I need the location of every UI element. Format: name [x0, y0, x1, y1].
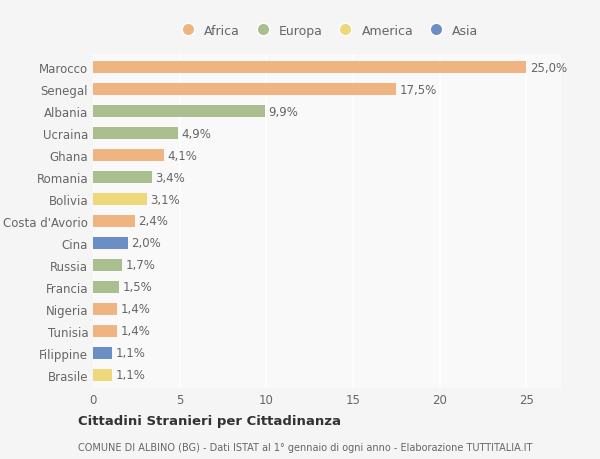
Text: 1,1%: 1,1%: [116, 347, 145, 359]
Text: 1,4%: 1,4%: [121, 302, 151, 315]
Bar: [93, 259, 122, 271]
Bar: [93, 369, 112, 381]
Text: 3,4%: 3,4%: [155, 171, 185, 184]
Text: Cittadini Stranieri per Cittadinanza: Cittadini Stranieri per Cittadinanza: [78, 414, 341, 428]
Bar: [93, 347, 112, 359]
Text: 2,4%: 2,4%: [138, 215, 168, 228]
Text: 3,1%: 3,1%: [150, 193, 180, 206]
Bar: [93, 150, 164, 162]
Text: 9,9%: 9,9%: [268, 106, 298, 118]
Bar: [93, 84, 397, 96]
Legend: Africa, Europa, America, Asia: Africa, Europa, America, Asia: [176, 25, 478, 38]
Bar: [93, 62, 526, 74]
Text: 4,1%: 4,1%: [167, 149, 197, 162]
Bar: [93, 172, 152, 184]
Text: 1,4%: 1,4%: [121, 325, 151, 337]
Bar: [93, 128, 178, 140]
Text: 4,9%: 4,9%: [181, 128, 211, 140]
Text: 1,1%: 1,1%: [116, 368, 145, 381]
Bar: [93, 215, 134, 228]
Bar: [93, 303, 117, 315]
Text: 25,0%: 25,0%: [530, 62, 567, 75]
Bar: [93, 106, 265, 118]
Text: 2,0%: 2,0%: [131, 237, 161, 250]
Text: COMUNE DI ALBINO (BG) - Dati ISTAT al 1° gennaio di ogni anno - Elaborazione TUT: COMUNE DI ALBINO (BG) - Dati ISTAT al 1°…: [78, 442, 532, 452]
Text: 1,7%: 1,7%: [126, 259, 156, 272]
Text: 17,5%: 17,5%: [400, 84, 437, 96]
Text: 1,5%: 1,5%: [122, 280, 152, 294]
Bar: [93, 194, 147, 206]
Bar: [93, 281, 119, 293]
Bar: [93, 237, 128, 249]
Bar: [93, 325, 117, 337]
